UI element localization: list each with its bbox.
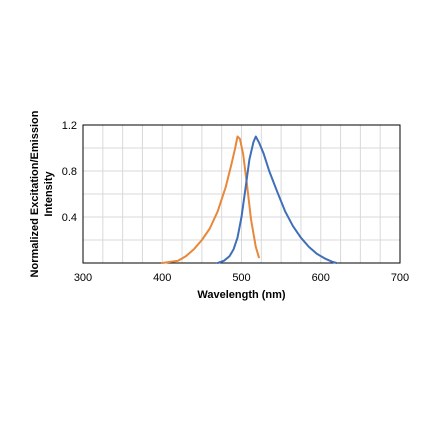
emission-line <box>216 135 338 264</box>
series-lines <box>161 135 338 264</box>
x-tick-label: 400 <box>153 272 171 284</box>
y-tick-label: 0.8 <box>62 166 77 178</box>
plot-frame <box>82 124 401 264</box>
y-axis-title-line-2: Intensity <box>43 171 55 217</box>
tick-labels: 300 400 500 600 700 0.4 0.8 1.2 <box>62 120 409 284</box>
y-axis-title-line-1: Normalized Excitation/Emission <box>29 110 41 277</box>
y-tick-label: 1.2 <box>62 120 77 132</box>
x-tick-label: 700 <box>391 272 409 284</box>
excitation-line <box>161 135 260 264</box>
x-axis-title: Wavelength (nm) <box>197 289 286 301</box>
x-tick-label: 500 <box>232 272 250 284</box>
x-tick-label: 300 <box>74 272 92 284</box>
y-tick-label: 0.4 <box>62 212 77 224</box>
x-tick-label: 600 <box>312 272 330 284</box>
